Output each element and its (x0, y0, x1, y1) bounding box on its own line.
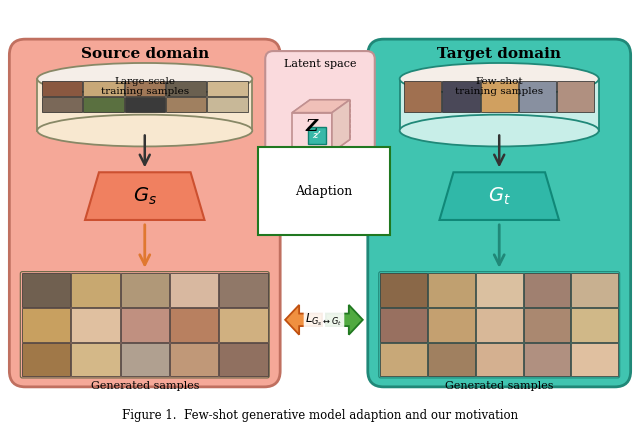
Bar (22, 273, 70, 307)
Bar (125, 81, 165, 96)
Ellipse shape (37, 63, 252, 95)
Bar (524, 343, 570, 376)
Polygon shape (440, 172, 559, 220)
Polygon shape (292, 113, 332, 152)
Bar (220, 273, 268, 307)
Text: z’: z’ (312, 131, 321, 140)
Bar (170, 308, 218, 342)
Bar (380, 308, 427, 342)
Bar (120, 308, 169, 342)
Polygon shape (85, 172, 205, 220)
Bar (166, 81, 206, 96)
Bar (83, 97, 124, 112)
Bar (428, 308, 475, 342)
Bar (83, 81, 124, 96)
Text: Target domain: Target domain (437, 47, 561, 61)
Bar (524, 273, 570, 307)
Text: Few-shot
training samples: Few-shot training samples (455, 77, 543, 96)
Text: Figure 1.  Few-shot generative model adaption and our motivation: Figure 1. Few-shot generative model adap… (122, 408, 518, 422)
FancyBboxPatch shape (368, 39, 630, 387)
Bar (37, 79, 252, 131)
Text: Z: Z (306, 118, 318, 135)
Bar (476, 343, 523, 376)
Bar (220, 308, 268, 342)
FancyBboxPatch shape (265, 51, 375, 180)
Polygon shape (292, 100, 350, 113)
Bar (404, 81, 442, 112)
Bar (428, 343, 475, 376)
Bar (442, 81, 479, 112)
Bar (22, 343, 70, 376)
FancyBboxPatch shape (10, 39, 280, 387)
Text: Latent space: Latent space (284, 59, 356, 69)
Bar (170, 343, 218, 376)
Bar (572, 273, 618, 307)
Text: $G_s$: $G_s$ (133, 185, 157, 207)
Bar (524, 308, 570, 342)
Bar (519, 81, 556, 112)
Polygon shape (332, 100, 350, 152)
Bar (572, 308, 618, 342)
Bar (308, 126, 326, 144)
Bar (120, 273, 169, 307)
Polygon shape (285, 305, 322, 335)
Text: Source domain: Source domain (81, 47, 209, 61)
Ellipse shape (399, 115, 599, 147)
Bar (380, 273, 427, 307)
Bar (428, 273, 475, 307)
Bar (557, 81, 595, 112)
Bar (125, 97, 165, 112)
Ellipse shape (37, 115, 252, 147)
Text: Generated samples: Generated samples (445, 381, 554, 391)
Bar (170, 273, 218, 307)
Text: Generated samples: Generated samples (90, 381, 199, 391)
Bar (476, 273, 523, 307)
Bar (42, 81, 82, 96)
Bar (399, 79, 599, 131)
Polygon shape (292, 100, 350, 113)
Polygon shape (310, 100, 350, 139)
Bar (71, 273, 120, 307)
Bar (207, 97, 248, 112)
Bar (166, 97, 206, 112)
Polygon shape (332, 100, 350, 152)
Bar (22, 308, 70, 342)
Bar (71, 308, 120, 342)
Polygon shape (326, 305, 363, 335)
Text: $G_t$: $G_t$ (488, 185, 511, 207)
Bar (207, 81, 248, 96)
Text: $L_{G_s\leftrightarrow G_t}$: $L_{G_s\leftrightarrow G_t}$ (305, 311, 342, 328)
Text: Adaption: Adaption (295, 184, 353, 198)
Text: Large-scale
training samples: Large-scale training samples (100, 77, 189, 96)
Bar (476, 308, 523, 342)
Polygon shape (285, 175, 363, 207)
Bar (71, 343, 120, 376)
Bar (481, 81, 518, 112)
Ellipse shape (399, 63, 599, 95)
Bar (42, 97, 82, 112)
Bar (380, 343, 427, 376)
Bar (120, 343, 169, 376)
Bar (220, 343, 268, 376)
Bar (572, 343, 618, 376)
